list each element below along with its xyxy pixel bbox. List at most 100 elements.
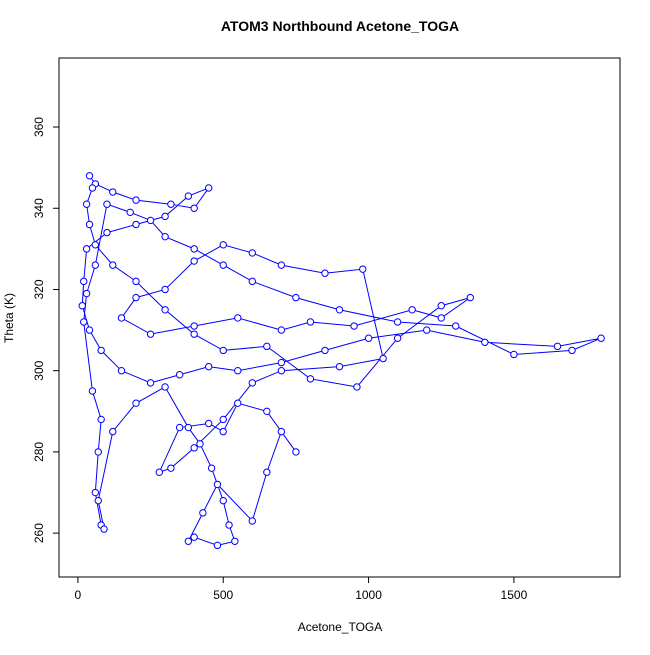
point <box>213 480 222 489</box>
point <box>277 366 286 375</box>
point <box>161 232 169 241</box>
point <box>97 415 105 424</box>
point <box>568 346 576 355</box>
point <box>263 342 271 351</box>
point <box>199 509 207 517</box>
point <box>155 468 163 476</box>
point <box>292 293 300 302</box>
point <box>364 334 373 342</box>
point <box>82 289 91 298</box>
point <box>82 245 91 253</box>
point <box>91 488 100 497</box>
point <box>219 496 227 505</box>
point <box>184 423 193 432</box>
point <box>85 220 94 229</box>
point <box>231 537 239 545</box>
point <box>109 427 117 436</box>
point <box>292 448 300 456</box>
point <box>219 427 227 436</box>
point <box>161 383 169 391</box>
point <box>126 208 134 217</box>
point <box>379 354 387 363</box>
point <box>190 245 198 253</box>
point <box>109 188 117 196</box>
point <box>321 269 329 277</box>
y-tick-label: 320 <box>32 279 46 299</box>
x-axis-label: Acetone_TOGA <box>298 620 383 634</box>
point <box>78 302 86 310</box>
point <box>100 525 108 533</box>
point <box>393 318 402 326</box>
point <box>263 407 271 416</box>
point <box>277 326 286 334</box>
point <box>277 261 286 269</box>
point <box>248 249 256 257</box>
point <box>190 322 198 330</box>
point <box>109 261 117 269</box>
point <box>88 184 97 192</box>
point <box>248 277 256 286</box>
y-tick-label: 360 <box>32 117 46 137</box>
y-tick-label: 340 <box>32 198 46 218</box>
point <box>553 342 562 351</box>
point <box>306 318 315 326</box>
point <box>219 346 227 355</box>
point <box>335 306 344 314</box>
point <box>82 200 91 208</box>
x-tick-label: 500 <box>213 588 233 602</box>
point <box>190 330 198 338</box>
point <box>335 362 344 371</box>
point <box>146 379 155 387</box>
point <box>263 468 271 476</box>
point <box>80 277 88 286</box>
point <box>219 261 227 269</box>
y-tick-label: 260 <box>32 523 46 543</box>
point <box>510 350 518 359</box>
point <box>91 261 100 269</box>
point <box>190 204 198 212</box>
point <box>393 334 402 342</box>
x-tick-label: 0 <box>75 588 82 602</box>
point <box>167 200 175 208</box>
plot-frame <box>58 57 621 578</box>
point <box>85 326 94 334</box>
point <box>597 334 605 342</box>
y-axis-label: Theta (K) <box>2 293 16 343</box>
chart-title: ATOM3 Northbound Acetone_TOGA <box>221 18 459 34</box>
point <box>359 265 367 273</box>
point <box>248 379 256 387</box>
point <box>204 419 213 428</box>
point <box>219 241 227 249</box>
point <box>277 427 286 436</box>
point <box>452 322 460 330</box>
point <box>132 220 140 229</box>
point <box>437 302 445 310</box>
point <box>204 362 213 371</box>
point <box>94 448 102 456</box>
point <box>103 228 111 237</box>
point <box>481 338 489 346</box>
point <box>167 464 175 472</box>
point <box>353 383 361 391</box>
point <box>175 371 184 379</box>
point <box>306 375 315 383</box>
point <box>161 285 169 294</box>
point <box>234 314 242 322</box>
point <box>88 387 97 395</box>
point <box>204 184 213 192</box>
point <box>466 293 475 302</box>
point <box>408 306 416 314</box>
point <box>437 314 445 322</box>
point <box>85 172 94 180</box>
point <box>146 330 155 338</box>
point <box>234 366 242 375</box>
y-tick-label: 300 <box>32 360 46 380</box>
point <box>190 533 198 541</box>
x-tick-label: 1000 <box>355 588 382 602</box>
point <box>132 293 140 302</box>
point <box>117 366 126 375</box>
point <box>423 326 431 334</box>
